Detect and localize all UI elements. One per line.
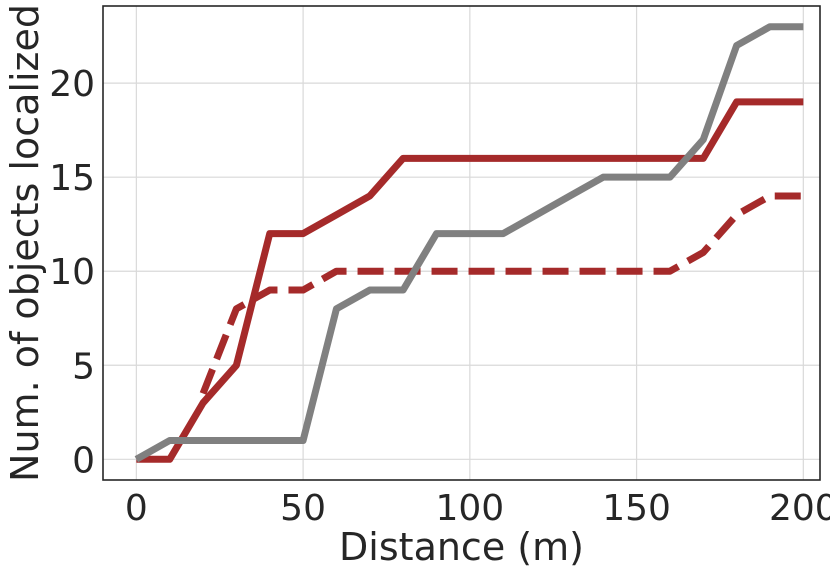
x-tick-label: 200 bbox=[769, 488, 830, 529]
series-line-3 bbox=[134, 23, 804, 463]
x-tick-label: 50 bbox=[280, 488, 326, 529]
grid bbox=[103, 6, 820, 480]
x-axis-label: Distance (m) bbox=[339, 525, 584, 569]
y-tick-label: 10 bbox=[49, 252, 95, 293]
series-line-2 bbox=[199, 192, 804, 395]
x-tick-labels: 0 50 100 150 200 bbox=[125, 488, 830, 529]
x-tick-label: 0 bbox=[125, 488, 148, 529]
y-tick-label: 15 bbox=[49, 158, 95, 199]
x-tick-label: 100 bbox=[435, 488, 504, 529]
y-tick-label: 20 bbox=[49, 64, 95, 105]
series-line-1 bbox=[136, 98, 804, 463]
y-tick-label: 5 bbox=[72, 346, 95, 387]
y-tick-labels: 0 5 10 15 20 bbox=[49, 64, 95, 481]
y-axis-label: Num. of objects localized bbox=[3, 4, 47, 482]
y-tick-label: 0 bbox=[72, 440, 95, 481]
plot-area-frame bbox=[102, 5, 821, 481]
series-lines bbox=[134, 23, 804, 463]
x-tick-label: 150 bbox=[602, 488, 671, 529]
